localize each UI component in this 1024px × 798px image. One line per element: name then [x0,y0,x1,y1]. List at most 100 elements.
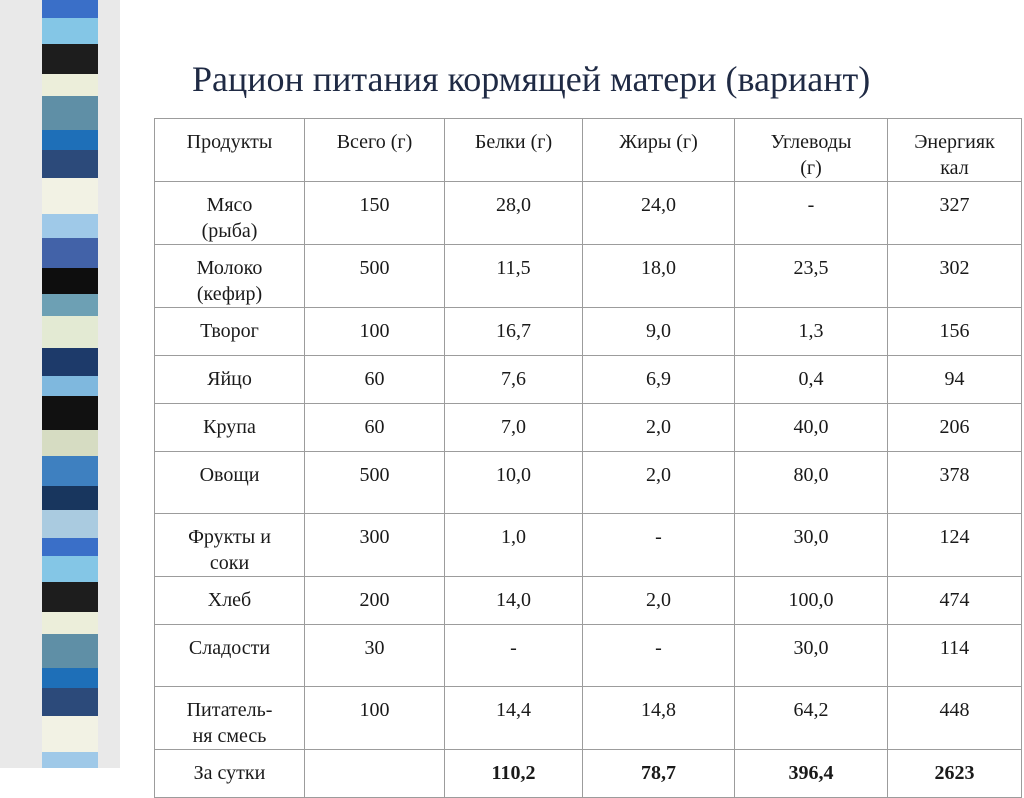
stripe [42,178,98,214]
carbs-cell: 100,0 [734,576,888,625]
table-row: Крупа 60 7,0 2,0 40,0 206 [154,403,1022,452]
protein-cell: 14,0 [444,576,583,625]
table-row: Фрукты и соки 300 1,0-30,0 124 [154,513,1022,577]
total-row: За сутки 110,2 78,7 396,4 2623 [154,749,1022,798]
carbs-cell: 64,2 [734,686,888,750]
product-cell: Овощи [154,451,305,514]
stripe [42,376,98,396]
energy-cell: 327 [887,181,1022,245]
total-cell: 30 [304,624,445,687]
nutrition-table: Продукты Всего (г) Белки (г) Жиры (г) Углево… [154,118,1022,798]
column-header: Энергияк кал [887,118,1022,182]
total-cell: 500 [304,451,445,514]
cell-text-line: Питатель- [186,699,273,721]
energy-cell: 94 [887,355,1022,404]
stripe [42,716,98,752]
cell-text-line: соки [209,552,250,574]
table-row: Сладости 30- -30,0 114 [154,624,1022,687]
table-row: Творог 100 16,7 9,0 1,3 156 [154,307,1022,356]
fat-cell: - [582,624,735,687]
energy-cell: 378 [887,451,1022,514]
energy-cell: 114 [887,624,1022,687]
fat-cell: 9,0 [582,307,735,356]
total-cell: 60 [304,355,445,404]
protein-cell: 10,0 [444,451,583,514]
column-header: Белки (г) [444,118,583,182]
product-cell: Яйцо [154,355,305,404]
carbs-cell: 80,0 [734,451,888,514]
total-energy-cell: 2623 [887,749,1022,798]
energy-cell: 156 [887,307,1022,356]
stripe [42,556,98,582]
stripe [42,612,98,634]
column-header: Углеводы (г) [734,118,888,182]
stripe [42,538,98,556]
table-row: Овощи 500 10,0 2,0 80,0 378 [154,451,1022,514]
fat-cell: 24,0 [582,181,735,245]
total-cell: 500 [304,244,445,308]
cell-text-line: Крупа [203,416,256,438]
cell-text-line: Овощи [199,464,260,486]
cell-text-line: Жиры (г) [619,131,698,153]
protein-cell: 11,5 [444,244,583,308]
table-row: Хлеб 200 14,0 2,0 100,0 474 [154,576,1022,625]
carbs-cell: 0,4 [734,355,888,404]
stripe [42,238,98,268]
product-cell: Мясо (рыба) [154,181,305,245]
energy-cell: 302 [887,244,1022,308]
protein-cell: 14,4 [444,686,583,750]
cell-text-line: Углеводы [770,131,852,153]
cell-text-line: Белки (г) [474,131,553,153]
energy-cell: 448 [887,686,1022,750]
stripe [42,130,98,150]
stripe [42,96,98,130]
stripe [42,150,98,178]
column-header: Всего (г) [304,118,445,182]
stripe [42,486,98,510]
carbs-cell: 23,5 [734,244,888,308]
stripe [42,268,98,294]
decorative-stripe-strip [42,0,98,768]
stripe [42,294,98,316]
cell-text-line: Мясо [206,194,253,216]
fat-cell: 2,0 [582,451,735,514]
fat-cell: 14,8 [582,686,735,750]
cell-text-line: Молоко [196,257,263,279]
stripe [42,18,98,44]
total-carbs-cell: 396,4 [734,749,888,798]
stripe [42,430,98,456]
energy-cell: 206 [887,403,1022,452]
stripe [42,316,98,348]
product-cell: Хлеб [154,576,305,625]
carbs-cell: 30,0 [734,624,888,687]
stripe [42,396,98,430]
cell-text-line: (кефир) [196,283,263,305]
protein-cell: 7,0 [444,403,583,452]
stripe [42,0,98,18]
stripe [42,688,98,716]
protein-cell: 28,0 [444,181,583,245]
protein-cell: 7,6 [444,355,583,404]
total-cell: 300 [304,513,445,577]
cell-text-line: (рыба) [201,220,258,242]
cell-text-line: Сладости [188,637,271,659]
total-cell: 60 [304,403,445,452]
table-row: Питатель-ня смесь 100 14,4 14,8 64,2 448 [154,686,1022,750]
cell-text-line: Хлеб [207,589,252,611]
total-total-cell [304,749,445,798]
product-cell: Молоко (кефир) [154,244,305,308]
fat-cell: 2,0 [582,403,735,452]
table-header-row: Продукты Всего (г) Белки (г) Жиры (г) Углево… [154,118,1022,182]
stripe [42,668,98,688]
fat-cell: 2,0 [582,576,735,625]
cell-text-line: (г) [800,157,822,179]
fat-cell: 6,9 [582,355,735,404]
total-fat-cell: 78,7 [582,749,735,798]
product-cell: Питатель-ня смесь [154,686,305,750]
product-cell: Фрукты и соки [154,513,305,577]
protein-cell: 1,0 [444,513,583,577]
stripe [42,348,98,376]
carbs-cell: 1,3 [734,307,888,356]
cell-text-line: кал [940,157,969,179]
energy-cell: 124 [887,513,1022,577]
